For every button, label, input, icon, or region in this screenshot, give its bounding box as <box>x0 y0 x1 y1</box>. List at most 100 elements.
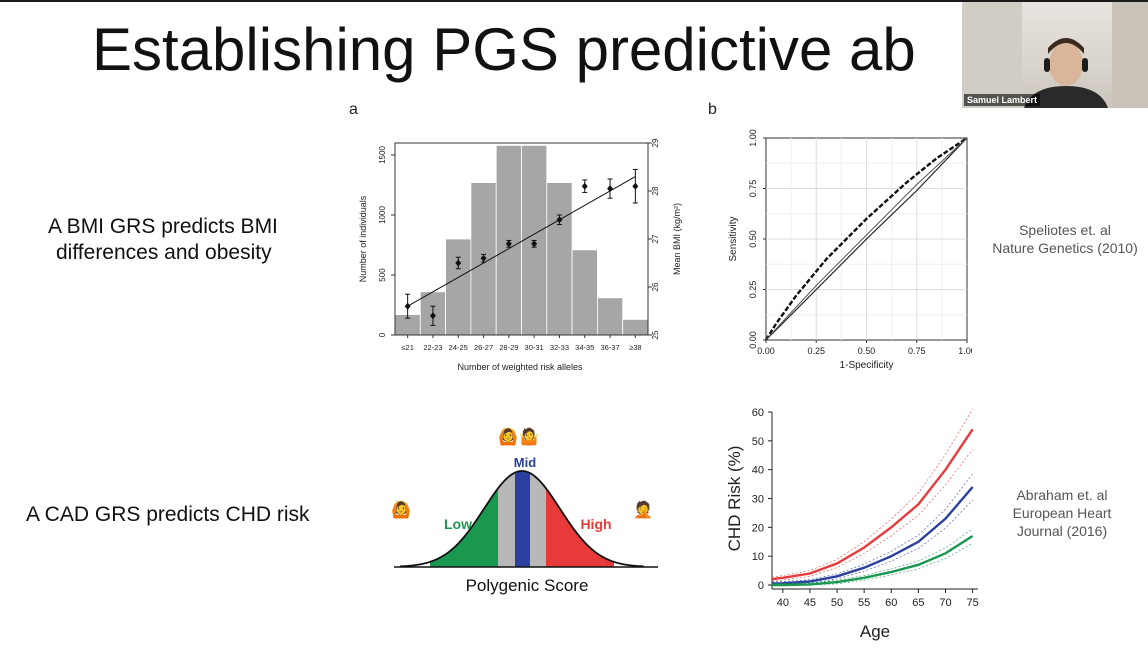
mean-bmi-point <box>632 182 639 190</box>
bmi-text: A BMI GRS predicts BMI differences and o… <box>48 214 278 266</box>
x-tick-label: 0.25 <box>807 346 825 356</box>
mean-bmi-point <box>505 240 512 248</box>
risk-line-1 <box>771 428 974 581</box>
citation-speliotes-line2: Nature Genetics (2010) <box>992 240 1138 256</box>
mean-bmi-point <box>531 240 538 248</box>
bmi-text-line1: A BMI GRS predicts BMI <box>48 215 278 238</box>
cad-text: A CAD GRS predicts CHD risk <box>26 503 310 526</box>
histogram-bar <box>546 182 573 336</box>
y-tick-label: 0.00 <box>748 331 758 349</box>
x-tick-label: 28-29 <box>499 343 518 352</box>
x-tick-label: ≥38 <box>629 343 641 352</box>
person-mid-icon: 🙆 <box>498 429 518 446</box>
y-tick-label: 1.00 <box>748 129 758 147</box>
webcam-person-silhouette <box>962 2 1148 108</box>
citation-abraham-line2: European Heart <box>1012 505 1112 521</box>
x-axis-label: Polygenic Score <box>466 576 589 595</box>
ci-upper-2 <box>771 473 973 583</box>
ci-upper-3 <box>772 528 973 584</box>
citation-speliotes: Speliotes et. al Nature Genetics (2010) <box>985 221 1145 257</box>
roc-curve-1 <box>764 137 968 341</box>
slide-top-border <box>0 0 1148 2</box>
x-tick-label: 24-25 <box>449 343 468 352</box>
bell-curve <box>400 470 644 568</box>
slide-title: Establishing PGS predictive ab <box>92 16 916 83</box>
x-tick-label: 30-31 <box>525 343 544 352</box>
bmi-text-line2: differences and obesity <box>56 241 272 264</box>
person-mid-2-icon: 🤷 <box>519 429 539 446</box>
x-tick-label: 45 <box>804 597 816 609</box>
citation-abraham-line1: Abraham et. al <box>1016 487 1108 503</box>
y-tick-label: 1000 <box>378 206 387 224</box>
x-tick-label: 55 <box>858 597 870 609</box>
x-tick-label: 65 <box>912 597 924 609</box>
y-tick-label: 30 <box>752 494 764 506</box>
x-tick-label: 60 <box>885 597 897 609</box>
y2-tick-label: 25 <box>651 330 660 339</box>
roc-curve-2 <box>765 137 968 341</box>
ci-lower-3 <box>772 542 973 586</box>
histogram-bar <box>622 318 649 336</box>
y-tick-label: 0 <box>758 580 764 592</box>
y2-axis-label: Mean BMI (kg/m²) <box>672 203 682 275</box>
y-tick-label: 1500 <box>378 146 387 164</box>
mid-center-band <box>515 471 530 567</box>
x-tick-label: 34-35 <box>575 343 594 352</box>
citation-abraham: Abraham et. al European Heart Journal (2… <box>992 486 1132 540</box>
webcam-participant-name: Samuel Lambert <box>964 94 1041 106</box>
citation-speliotes-line1: Speliotes et. al <box>1019 222 1111 238</box>
regression-line <box>407 176 636 307</box>
mean-bmi-point <box>429 312 436 320</box>
y-tick-label: 0.25 <box>748 281 758 299</box>
y-tick-label: 0.75 <box>748 180 758 198</box>
x-tick-label: 26-27 <box>474 343 493 352</box>
y-axis-label: CHD Risk (%) <box>725 446 744 552</box>
x-tick-label: 40 <box>777 597 789 609</box>
chd-risk-chart: 0 10 20 30 40 50 60 40 45 50 55 60 65 70 75 Age CHD Risk… <box>725 407 979 641</box>
y-tick-label: 40 <box>752 465 764 477</box>
histogram-bar <box>445 238 472 336</box>
risk-line-3 <box>772 534 974 587</box>
y2-tick-label: 27 <box>651 234 660 243</box>
x-tick-label: 1.00 <box>958 346 972 356</box>
x-tick-label: ≤21 <box>401 343 413 352</box>
low-label: Low <box>444 516 472 532</box>
mean-bmi-point <box>404 302 411 310</box>
x-tick-label: 0.75 <box>908 346 926 356</box>
y-axis-label: Sensitivity <box>728 216 739 261</box>
y-axis-label: Number of individuals <box>358 195 368 282</box>
mean-bmi-point <box>581 182 588 190</box>
y-tick-label: 60 <box>752 407 764 419</box>
y2-tick-label: 26 <box>651 282 660 291</box>
y-tick-label: 20 <box>752 522 764 534</box>
histogram-bar <box>571 249 598 336</box>
y-tick-label: 0.50 <box>748 230 758 248</box>
risk-line-2 <box>771 486 974 585</box>
x-tick-label: 0.50 <box>858 346 876 356</box>
polygenic-score-diagram: Low Mid High Polygenic Score <box>394 455 658 595</box>
y-tick-label: 0 <box>378 332 387 337</box>
high-region <box>546 488 614 567</box>
y2-tick-label: 29 <box>651 138 660 147</box>
low-region <box>430 488 498 567</box>
person-low-icon: 🙆 <box>391 502 411 519</box>
x-tick-label: 0.00 <box>757 346 775 356</box>
mid-label: Mid <box>514 455 536 470</box>
roc-curve-chart: 0.000.00 0.25 0.25 0.50 0.50 0.75 0.75 1.00 1.00… <box>728 129 972 371</box>
ci-upper-1 <box>771 409 973 578</box>
x-tick-label: 32-33 <box>550 343 569 352</box>
citation-abraham-line3: Journal (2016) <box>1016 523 1108 539</box>
webcam-tile[interactable]: Samuel Lambert <box>962 2 1148 108</box>
ci-lower-2 <box>771 499 973 586</box>
x-tick-label: 75 <box>966 597 978 609</box>
high-label: High <box>580 516 611 532</box>
person-high-icon: 🤦 <box>633 502 653 519</box>
x-tick-label: 36-37 <box>600 343 619 352</box>
x-axis-label: 1-Specificity <box>840 360 894 371</box>
roc-curve-3 <box>765 137 968 341</box>
y-tick-label: 500 <box>378 268 387 282</box>
bmi-histogram-chart: 0 500 1000 1500 25 26 27 28 29 ≤21 22-23 24-25 26-27… <box>358 138 682 372</box>
mean-bmi-point <box>556 216 563 224</box>
y2-tick-label: 28 <box>651 186 660 195</box>
histogram-bar <box>596 297 624 336</box>
